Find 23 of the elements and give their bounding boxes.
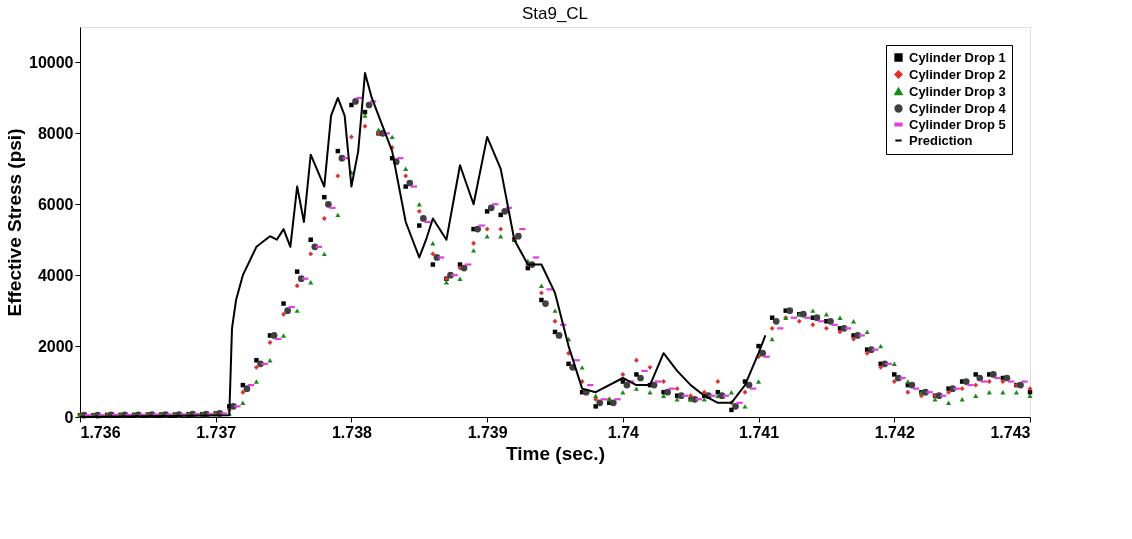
y-tick-label: 2000 [37, 337, 74, 355]
x-tick-label: 1.74 [607, 423, 640, 441]
x-tick-label: 1.736 [80, 423, 121, 441]
legend-label: Cylinder Drop 1 [909, 49, 1006, 65]
x-tick-label: 1.738 [331, 423, 373, 441]
x-axis-title: Time (sec.) [506, 442, 605, 464]
legend-label: Cylinder Drop 3 [909, 83, 1006, 99]
x-tick-label: 1.739 [467, 423, 508, 441]
chart-title: Sta9_CL [521, 4, 589, 23]
legend-label: Cylinder Drop 4 [909, 100, 1007, 116]
y-tick-label: 8000 [37, 124, 74, 142]
legend-label: Cylinder Drop 5 [909, 116, 1006, 132]
y-tick-label: 0 [64, 408, 74, 426]
x-tick-label: 1.737 [196, 423, 237, 441]
y-axis-title: Effective Stress (psi) [4, 128, 26, 317]
legend-label: Prediction [909, 132, 973, 148]
x-tick-label: 1.743 [990, 423, 1031, 441]
legend-label: Cylinder Drop 2 [909, 66, 1006, 82]
y-tick-label: 6000 [37, 195, 74, 213]
y-tick-label: 4000 [37, 266, 74, 284]
y-tick-label: 10000 [29, 53, 74, 71]
x-tick-label: 1.741 [739, 423, 780, 441]
x-tick-label: 1.742 [874, 423, 915, 441]
